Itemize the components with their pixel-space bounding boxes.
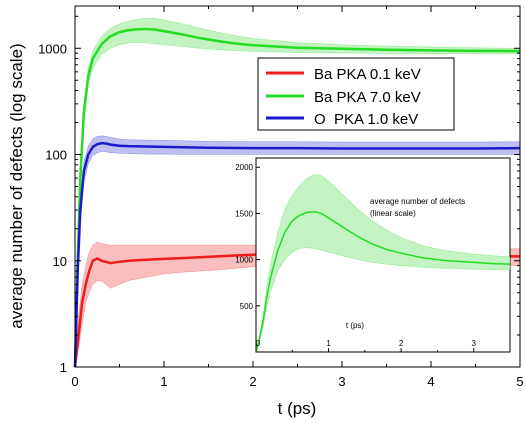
x-tick-label: 3 xyxy=(338,374,345,389)
y-tick-label: 10 xyxy=(53,254,67,269)
inset-y-tick-label: 500 xyxy=(240,302,254,311)
inset-y-tick-label: 2000 xyxy=(235,163,253,172)
inset-x-tick-label: 3 xyxy=(471,339,476,348)
y-axis-label: average number of defects (log scale) xyxy=(7,43,26,328)
x-tick-label: 0 xyxy=(71,374,78,389)
x-tick-label: 2 xyxy=(249,374,256,389)
inset-title: average number of defects xyxy=(370,197,465,206)
series-line-o-pka-1-0-kev xyxy=(73,141,521,368)
x-axis-label: t (ps) xyxy=(278,399,317,418)
inset-x-axis-label: t (ps) xyxy=(346,321,365,330)
x-tick-label: 5 xyxy=(516,374,523,389)
inset-band-ba-pka-7-0-kev xyxy=(255,174,511,353)
y-tick-label: 100 xyxy=(45,148,67,163)
x-tick-label: 1 xyxy=(160,374,167,389)
legend-label-ba-70: Ba PKA 7.0 keV xyxy=(314,89,421,106)
legend-label-o-10: O PKA 1.0 keV xyxy=(314,111,418,128)
x-tick-label: 4 xyxy=(427,374,434,389)
legend-label-ba-01: Ba PKA 0.1 keV xyxy=(314,66,421,83)
inset-x-tick-label: 2 xyxy=(399,339,404,348)
y-tick-label: 1000 xyxy=(38,41,67,56)
legend: Ba PKA 0.1 keV Ba PKA 7.0 keV O PKA 1.0 … xyxy=(257,57,455,131)
inset-series-line-ba-pka-7-0-kev xyxy=(255,210,511,353)
series-line-ba-pka-7-0-kev xyxy=(73,27,521,368)
inset-subtitle: (linear scale) xyxy=(370,209,416,218)
y-tick-label: 1 xyxy=(60,360,67,375)
inset-y-tick-label: 1000 xyxy=(235,256,253,265)
inset-y-tick-label: 1500 xyxy=(235,209,253,218)
inset-chart-lines xyxy=(255,210,511,353)
inset-chart-bands xyxy=(255,174,511,353)
inset-chart: 0 1 2 3 500 1000 1500 2000 average number of de… xyxy=(235,157,511,353)
inset-chart-axes: 0 1 2 3 500 1000 1500 2000 xyxy=(235,163,476,352)
inset-x-tick-label: 0 xyxy=(256,339,261,348)
inset-x-tick-label: 1 xyxy=(326,339,331,348)
